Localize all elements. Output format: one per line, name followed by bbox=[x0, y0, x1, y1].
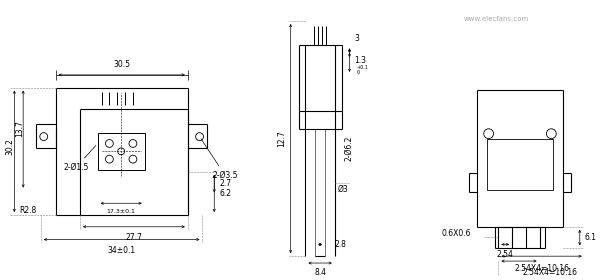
Text: 2.54X4=10.16: 2.54X4=10.16 bbox=[523, 268, 578, 277]
Text: 30.2: 30.2 bbox=[5, 138, 14, 155]
Text: 17.3±0.1: 17.3±0.1 bbox=[107, 209, 136, 214]
Text: 2-Ø3.5: 2-Ø3.5 bbox=[201, 139, 238, 180]
Text: 2-Ø1.5: 2-Ø1.5 bbox=[63, 146, 95, 172]
Text: 2.54X4=10.16: 2.54X4=10.16 bbox=[514, 264, 569, 273]
Text: Ø3: Ø3 bbox=[338, 185, 349, 194]
Text: 6.2: 6.2 bbox=[219, 189, 231, 198]
Text: 2.8: 2.8 bbox=[334, 240, 347, 249]
Text: 13.7: 13.7 bbox=[15, 120, 24, 137]
Text: 0.6X0.6: 0.6X0.6 bbox=[442, 229, 471, 238]
Text: 34±0.1: 34±0.1 bbox=[108, 246, 136, 255]
Bar bbox=[98, 133, 145, 170]
Text: R2.8: R2.8 bbox=[20, 206, 37, 214]
Text: 27.7: 27.7 bbox=[126, 233, 142, 242]
Text: 1.3: 1.3 bbox=[354, 56, 367, 65]
Text: 30.5: 30.5 bbox=[113, 60, 130, 69]
Text: 6.1: 6.1 bbox=[585, 233, 597, 242]
Text: www.elecfans.com: www.elecfans.com bbox=[464, 16, 529, 22]
Text: 12.7: 12.7 bbox=[277, 130, 286, 147]
Text: +0.1
0: +0.1 0 bbox=[356, 65, 368, 75]
Text: 8.4: 8.4 bbox=[314, 268, 326, 277]
Text: 2-Ø6.2: 2-Ø6.2 bbox=[344, 136, 354, 161]
Text: 2.54: 2.54 bbox=[497, 250, 514, 259]
Text: 2.7: 2.7 bbox=[219, 179, 231, 188]
Text: 3: 3 bbox=[354, 34, 359, 43]
Bar bbox=[487, 139, 553, 190]
